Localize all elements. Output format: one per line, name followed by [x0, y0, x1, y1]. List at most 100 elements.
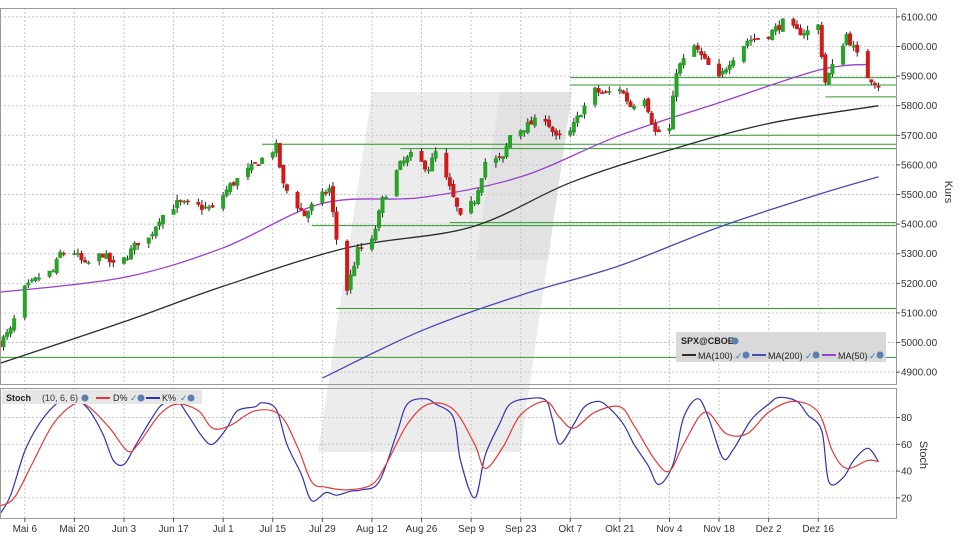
candle-body [185, 200, 190, 203]
candle-body [603, 91, 608, 93]
candle [794, 20, 799, 30]
settings-icon[interactable] [137, 394, 145, 402]
candle [823, 52, 828, 86]
candle-body [571, 122, 576, 133]
info-icon[interactable] [731, 337, 739, 345]
candle-body [309, 203, 314, 211]
candle [260, 157, 265, 165]
settings-icon[interactable] [187, 394, 195, 402]
y-tick-label: 5200.00 [901, 279, 938, 290]
candle-body [355, 247, 360, 266]
candle-body [235, 178, 240, 186]
stoch-k-line [0, 396, 879, 515]
check-icon[interactable]: ✓ [735, 351, 743, 361]
candle [281, 164, 286, 189]
candle-body [794, 24, 799, 30]
x-tick-label: Dez 2 [756, 524, 783, 535]
candle [646, 97, 651, 114]
candle-body [8, 327, 13, 334]
x-tick-label: Sep 23 [505, 524, 537, 535]
candle [129, 245, 134, 261]
legend-ma50: MA(50) [838, 351, 868, 361]
candle-body [741, 45, 746, 62]
candle [136, 242, 141, 250]
candle [741, 45, 746, 64]
candle [525, 118, 530, 135]
candle-body [270, 152, 275, 158]
stoch-y-tick-label: 60 [901, 440, 913, 451]
stoch-plot-frame [0, 388, 897, 519]
candle [518, 129, 523, 140]
y-tick-label: 5700.00 [901, 131, 938, 142]
candle [458, 207, 463, 216]
candle-body [132, 242, 137, 251]
candle [780, 18, 785, 32]
candle [83, 256, 88, 264]
y-tick-label: 5000.00 [901, 338, 938, 349]
candle-body [752, 38, 757, 41]
candle [532, 114, 537, 128]
check-icon[interactable]: ✓ [130, 393, 138, 403]
date-axis: Mai 6 Mai 20 Jun 3 Jun 17 Jul 1 Jul 15 Jul 29 A… [13, 518, 835, 535]
candle-body [600, 92, 605, 95]
candle [5, 328, 10, 340]
candle-body [472, 202, 477, 205]
candle-body [547, 119, 552, 127]
stoch-axis-label: Stoch [917, 441, 929, 469]
candle-body [444, 152, 449, 178]
x-tick-label: Aug 26 [406, 524, 438, 535]
candle [8, 326, 13, 338]
candle [582, 102, 587, 119]
candle-body [628, 101, 633, 107]
candle-body [249, 163, 254, 171]
candle-body [543, 118, 548, 122]
candle [355, 243, 360, 269]
candle-body [401, 160, 406, 164]
check-icon[interactable]: ✓ [869, 351, 877, 361]
candle-body [504, 145, 509, 158]
candle-body [748, 39, 753, 42]
candle [12, 315, 17, 333]
candle [47, 270, 52, 278]
ma-line-200 [322, 176, 879, 379]
candle [295, 190, 300, 212]
settings-icon[interactable] [742, 351, 750, 359]
candle-body [869, 79, 874, 83]
candle [206, 204, 211, 212]
candle-body [203, 206, 208, 209]
candle [805, 25, 810, 41]
candle [86, 260, 91, 265]
candle [678, 62, 683, 77]
candle-body [830, 64, 835, 75]
settings-icon[interactable] [812, 351, 820, 359]
candle [493, 155, 498, 168]
stoch-legend: Stoch (10, 6, 6) D% ✓ K% ✓ [2, 390, 202, 404]
candle [848, 31, 853, 46]
settings-icon[interactable] [876, 351, 884, 359]
check-icon[interactable]: ✓ [180, 393, 188, 403]
x-tick-label: Jul 15 [259, 524, 286, 535]
watermark-logo [318, 92, 572, 452]
candle-body [47, 270, 52, 277]
y-tick-label: 5100.00 [901, 308, 938, 319]
info-icon[interactable] [81, 394, 89, 402]
candle-body [369, 238, 374, 250]
candle-body [380, 197, 385, 213]
candle-body [153, 226, 158, 237]
candle [504, 143, 509, 159]
x-tick-label: Jun 17 [159, 524, 189, 535]
candle-body [79, 252, 84, 261]
candle [649, 110, 654, 125]
x-tick-label: Aug 12 [356, 524, 388, 535]
candle [175, 194, 180, 214]
check-icon[interactable]: ✓ [805, 351, 813, 361]
candle [830, 59, 835, 77]
candle-body [260, 157, 265, 164]
candle [384, 195, 389, 200]
candle-body [632, 106, 637, 109]
candle [423, 159, 428, 173]
candle [146, 237, 151, 249]
candle-body [100, 253, 105, 258]
